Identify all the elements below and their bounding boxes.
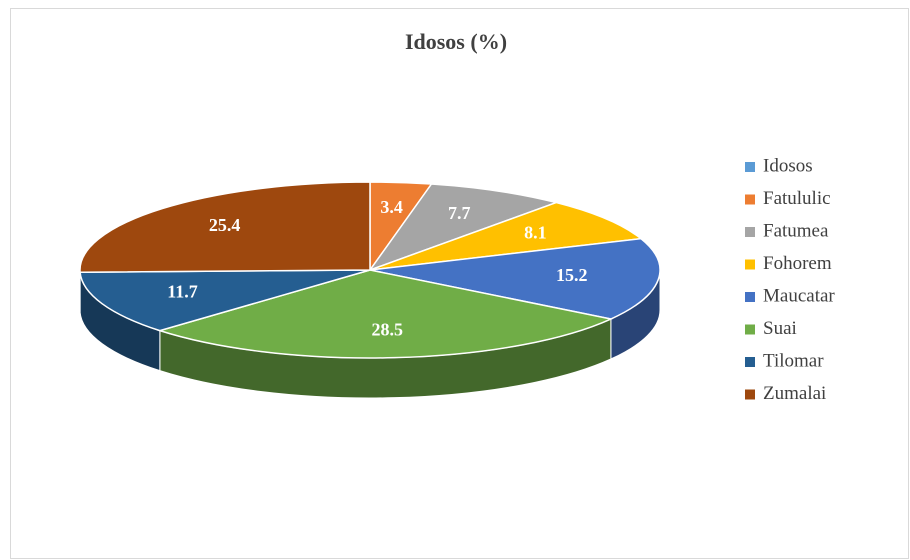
legend-label: Maucatar [763,285,835,306]
legend-label: Tilomar [763,350,824,371]
legend-swatch [745,162,755,172]
legend-swatch [745,324,755,335]
data-label: 7.7 [448,203,471,223]
data-label: 8.1 [524,222,547,242]
slice [369,201,643,271]
legend-label: Idosos [763,155,813,176]
legend-swatch [745,389,755,400]
legend-swatch [745,357,755,367]
slice [79,181,371,273]
data-label: 15.2 [556,265,588,285]
legend-label: Fohorem [763,253,832,274]
legend-label: Fatululic [763,188,831,209]
legend-swatch [745,259,755,270]
legend-swatch [745,194,755,205]
slice [369,237,661,320]
legend-label: Zumalai [763,383,826,404]
legend-swatch [745,292,755,302]
data-label: 11.7 [167,282,198,302]
slice [157,269,614,359]
legend-label: Fatumea [763,220,829,241]
legend-swatch [745,227,755,237]
data-label: 25.4 [209,215,241,235]
slice [367,183,559,272]
chart-title: Idosos (%) [405,29,507,54]
slice [79,269,371,332]
data-label: 3.4 [380,197,403,217]
data-label: 28.5 [371,320,403,340]
legend-label: Suai [763,318,797,339]
